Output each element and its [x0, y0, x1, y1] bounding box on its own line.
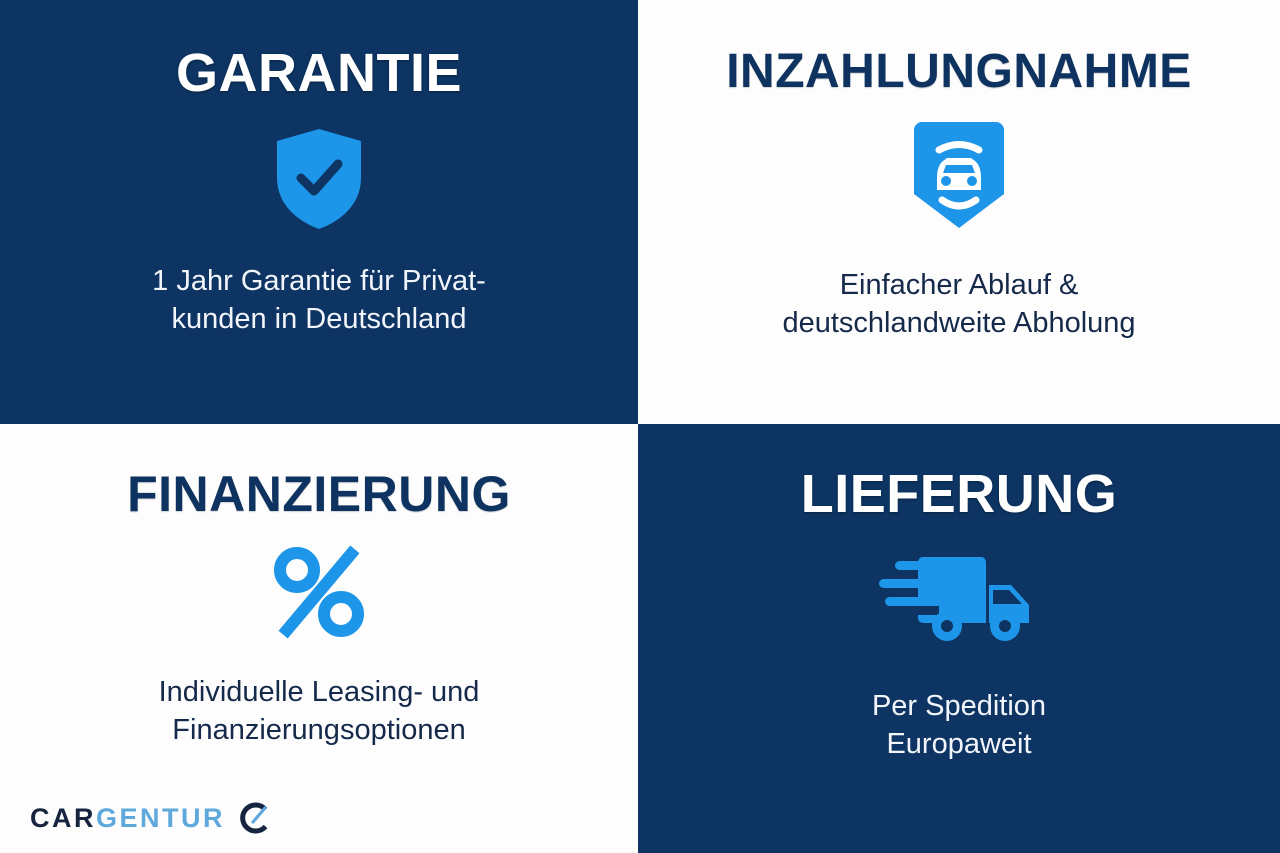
cargentur-logo[interactable]: CARGENTUR	[30, 801, 271, 835]
panel-inzahlungnahme: INZAHLUNGNAHME Einfacher Ablauf & deutsc…	[638, 0, 1280, 424]
percent-icon	[271, 543, 367, 641]
cargentur-logo-word-part-1: CAR	[30, 802, 96, 833]
panel-garantie-body-line-1: 1 Jahr Garantie für Privat-	[152, 265, 486, 297]
cargentur-logo-wordmark: CARGENTUR	[30, 802, 225, 833]
panel-garantie-body: 1 Jahr Garantie für Privat- kunden in De…	[152, 262, 486, 339]
cargentur-logo-word-part-2: GENTUR	[96, 802, 225, 833]
panel-finanzierung-body-line-2: Finanzierungsoptionen	[172, 714, 466, 747]
car-badge-icon	[912, 120, 1006, 230]
panel-inzahlungnahme-body-line-1: Einfacher Ablauf &	[839, 269, 1079, 301]
panel-inzahlungnahme-body-line-2: deutschlandweite Abholung	[782, 307, 1136, 340]
panel-inzahlungnahme-body: Einfacher Ablauf & deutschlandweite Abho…	[782, 266, 1135, 343]
panel-lieferung-body-line-2: Europaweit	[886, 728, 1032, 761]
panel-inzahlungnahme-heading: INZAHLUNGNAHME	[726, 45, 1192, 98]
panel-finanzierung-heading: FINANZIERUNG	[127, 466, 511, 522]
panel-garantie-body-line-2: kunden in Deutschland	[171, 303, 467, 336]
panel-lieferung: LIEFERUNG Per Spedition Europaw	[638, 424, 1280, 853]
panel-finanzierung-body-line-1: Individuelle Leasing- und	[158, 676, 480, 708]
panel-garantie: GARANTIE 1 Jahr Garantie für Privat- kun…	[0, 0, 638, 424]
panel-garantie-heading: GARANTIE	[176, 43, 462, 103]
c-speedometer-icon	[240, 802, 268, 834]
panel-finanzierung-body: Individuelle Leasing- und Finanzierungso…	[159, 673, 480, 750]
panel-lieferung-body: Per Spedition Europaweit	[872, 687, 1046, 764]
panel-lieferung-heading: LIEFERUNG	[800, 464, 1118, 524]
shield-check-icon	[275, 128, 363, 230]
panel-finanzierung: FINANZIERUNG Individuelle Leasing- und F…	[0, 424, 638, 853]
delivery-truck-icon	[879, 551, 1039, 647]
panel-lieferung-body-line-1: Per Spedition	[871, 690, 1047, 722]
